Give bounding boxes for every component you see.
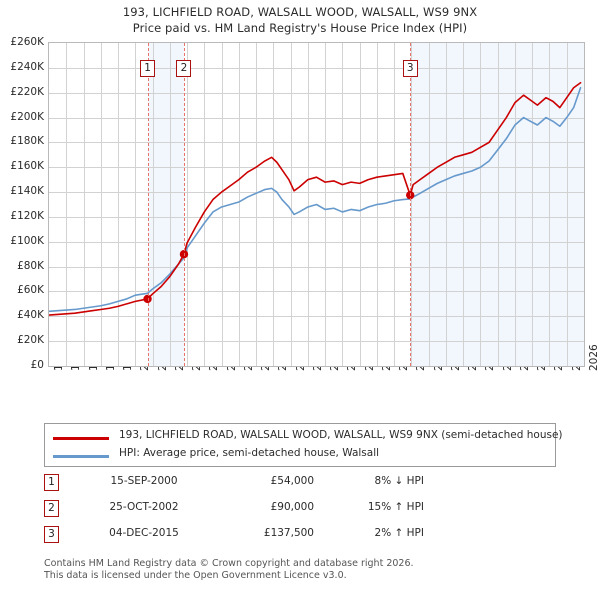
gridline-vertical: [428, 43, 430, 366]
y-axis-tick-label: £20K: [17, 334, 44, 347]
shaded-band: [410, 43, 584, 366]
y-axis-tick-label: £260K: [10, 36, 44, 48]
gridline-vertical: [566, 43, 568, 366]
y-axis-tick-label: £100K: [10, 234, 44, 247]
page-title: 193, LICHFIELD ROAD, WALSALL WOOD, WALSA…: [0, 4, 600, 36]
transaction-price: £54,000: [270, 475, 314, 487]
gridline-vertical: [238, 43, 240, 366]
chart-line-series: [49, 86, 582, 313]
gridline-vertical: [497, 43, 499, 366]
gridline-vertical: [66, 43, 68, 366]
gridline-vertical: [83, 43, 85, 366]
transaction-marker-label[interactable]: 1: [140, 60, 156, 77]
gridline-horizontal: [49, 92, 584, 94]
gridline-vertical: [532, 43, 534, 366]
footer-line-2: This data is licensed under the Open Gov…: [44, 569, 347, 581]
legend-color-swatch: [53, 437, 109, 440]
title-line-2: Price paid vs. HM Land Registry's House …: [132, 21, 468, 35]
gridline-vertical: [169, 43, 171, 366]
gridline-vertical: [514, 43, 516, 366]
transaction-price: £90,000: [270, 501, 314, 513]
transaction-vline: [183, 43, 185, 366]
transaction-hpi-delta: 15% ↑ HPI: [367, 501, 424, 513]
transaction-date: 15-SEP-2000: [110, 475, 178, 487]
gridline-vertical: [256, 43, 258, 366]
chart-series-svg: [49, 81, 582, 316]
gridline-horizontal: [49, 216, 584, 218]
gridline-horizontal: [49, 192, 584, 194]
transaction-hpi-delta: 2% ↑ HPI: [374, 527, 424, 539]
legend-label: 193, LICHFIELD ROAD, WALSALL WOOD, WALSA…: [119, 429, 563, 441]
table-row[interactable]: 3 04-DEC-2015 £137,500 2% ↑ HPI: [44, 526, 464, 552]
gridline-horizontal: [49, 167, 584, 169]
table-row[interactable]: 2 25-OCT-2002 £90,000 15% ↑ HPI: [44, 500, 464, 526]
gridline-horizontal: [49, 291, 584, 293]
transaction-vline: [410, 43, 412, 366]
transaction-marker-label[interactable]: 3: [402, 60, 418, 77]
chart-line-series: [49, 81, 582, 316]
gridline-vertical: [187, 43, 189, 366]
y-axis-tick-label: £40K: [17, 309, 44, 322]
transaction-date: 25-OCT-2002: [109, 501, 179, 513]
gridline-vertical: [394, 43, 396, 366]
gridline-vertical: [273, 43, 275, 366]
transaction-index-badge: 1: [44, 474, 59, 491]
legend-item: 193, LICHFIELD ROAD, WALSALL WOOD, WALSA…: [45, 427, 563, 448]
gridline-vertical: [325, 43, 327, 366]
y-axis-tick-label: £140K: [10, 185, 44, 198]
gridline-vertical: [290, 43, 292, 366]
y-axis-tick-label: £60K: [17, 284, 44, 297]
y-axis-tick-label: £160K: [10, 160, 44, 173]
gridline-vertical: [445, 43, 447, 366]
transaction-index-badge: 2: [44, 500, 59, 517]
y-axis-tick-label: £120K: [10, 209, 44, 222]
gridline-vertical: [307, 43, 309, 366]
gridline-vertical: [463, 43, 465, 366]
table-row[interactable]: 1 15-SEP-2000 £54,000 8% ↓ HPI: [44, 474, 464, 500]
transaction-hpi-delta: 8% ↓ HPI: [374, 475, 424, 487]
transaction-vline: [147, 43, 149, 366]
chart-plot-area: [48, 42, 585, 367]
gridline-horizontal: [49, 266, 584, 268]
transaction-index-badge: 3: [44, 526, 59, 543]
transactions-table: 1 15-SEP-2000 £54,000 8% ↓ HPI 2 25-OCT-2002 £…: [44, 474, 464, 552]
footer-attribution: Contains HM Land Registry data © Crown c…: [44, 558, 564, 581]
title-line-1: 193, LICHFIELD ROAD, WALSALL WOOD, WALSA…: [122, 5, 478, 19]
y-axis-tick-label: £200K: [10, 110, 44, 123]
transaction-marker-label[interactable]: 2: [176, 60, 192, 77]
gridline-horizontal: [49, 316, 584, 318]
gridline-vertical: [152, 43, 154, 366]
shaded-band: [147, 43, 184, 366]
gridline-vertical: [204, 43, 206, 366]
chart-legend: 193, LICHFIELD ROAD, WALSALL WOOD, WALSA…: [44, 423, 563, 467]
gridline-vertical: [359, 43, 361, 366]
y-axis-tick-label: £220K: [10, 85, 44, 98]
gridline-vertical: [549, 43, 551, 366]
legend-label: HPI: Average price, semi-detached house,…: [119, 447, 380, 459]
gridline-vertical: [342, 43, 344, 366]
gridline-vertical: [411, 43, 413, 366]
y-axis-tick-label: £80K: [17, 259, 44, 272]
y-axis-tick-label: £180K: [10, 135, 44, 148]
footer-line-1: Contains HM Land Registry data © Crown c…: [44, 558, 414, 569]
gridline-horizontal: [49, 241, 584, 243]
y-axis-tick-label: £0: [30, 359, 44, 371]
gridline-vertical: [221, 43, 223, 366]
transaction-date: 04-DEC-2015: [109, 527, 179, 539]
gridline-horizontal: [49, 341, 584, 343]
gridline-horizontal: [49, 117, 584, 119]
gridline-horizontal: [49, 67, 584, 69]
gridline-vertical: [100, 43, 102, 366]
gridline-vertical: [118, 43, 120, 366]
legend-color-swatch: [53, 455, 109, 458]
y-axis-tick-label: £240K: [10, 60, 44, 73]
transaction-price: £137,500: [263, 527, 314, 539]
x-axis-tick-label: 2026: [588, 344, 600, 371]
legend-item: HPI: Average price, semi-detached house,…: [45, 445, 555, 466]
gridline-vertical: [584, 43, 585, 366]
gridline-horizontal: [49, 142, 584, 144]
gridline-vertical: [135, 43, 137, 366]
gridline-vertical: [480, 43, 482, 366]
